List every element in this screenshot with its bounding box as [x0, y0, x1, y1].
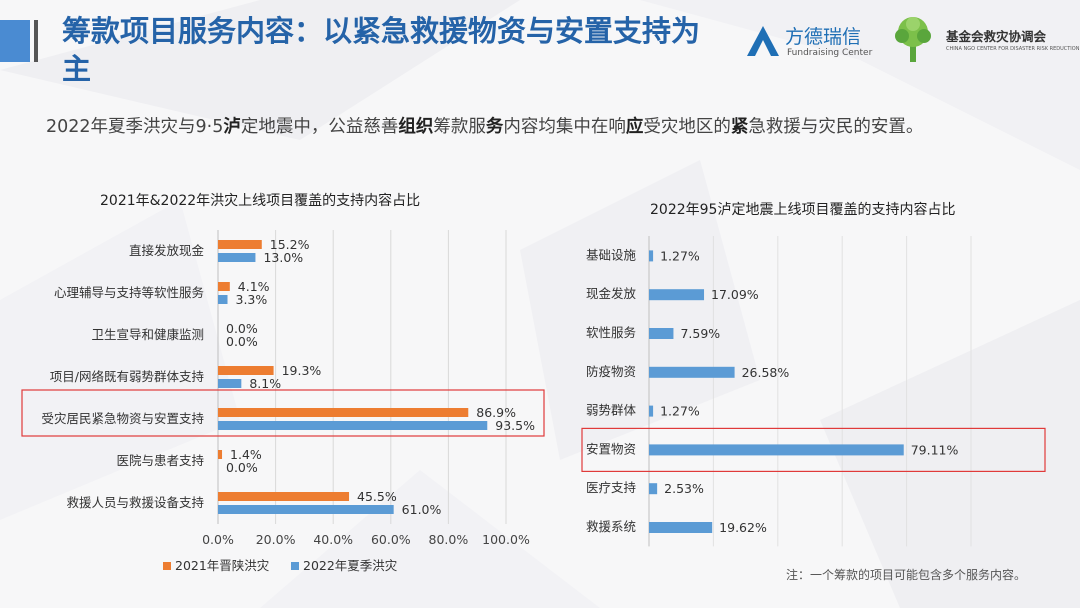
- data-label: 1.27%: [660, 404, 700, 419]
- bar-2022: [218, 379, 242, 388]
- bar: [649, 289, 705, 301]
- x-tick-label: 20.0%: [256, 532, 296, 547]
- data-label: 3.3%: [236, 292, 268, 307]
- footnote: 注：一个筹款的项目可能包含多个服务内容。: [786, 568, 1027, 582]
- category-label: 现金发放: [586, 286, 637, 301]
- bar: [649, 444, 904, 456]
- data-label: 7.59%: [680, 326, 720, 341]
- chart-flood-title: 2021年&2022年洪灾上线项目覆盖的支持内容占比: [100, 193, 421, 209]
- bar: [649, 522, 713, 533]
- category-label: 软性服务: [586, 325, 636, 340]
- chart-flood-plot: 0.0% 20.0% 40.0% 60.0% 80.0% 100.0% 直接发放现金 15.2…: [21, 230, 545, 573]
- cndr-logo-en: CHINA NGO CENTER FOR DISASTER RISK REDUC…: [946, 46, 1080, 52]
- title-accent: [0, 20, 38, 62]
- category-label: 弱势群体: [586, 403, 637, 418]
- data-label: 93.5%: [495, 418, 535, 433]
- fdrc-logo: 方德瑞信 Fundraising Center: [745, 22, 880, 62]
- data-label: 45.5%: [357, 489, 397, 504]
- data-label: 1.4%: [230, 447, 262, 462]
- category-label: 心理辅导与支持等软性服务: [54, 285, 204, 300]
- x-tick-label: 60.0%: [371, 532, 411, 547]
- fdrc-logo-icon: [747, 26, 779, 56]
- bar-2022: [218, 295, 228, 304]
- bar-2021: [218, 450, 223, 459]
- legend-swatch: [291, 562, 299, 570]
- chart-flood: 2021年&2022年洪灾上线项目覆盖的支持内容占比 0.0% 20.0% 40.0…: [0, 180, 560, 580]
- data-label: 61.0%: [402, 502, 442, 517]
- highlight-box: [21, 389, 545, 437]
- data-label: 26.58%: [742, 365, 790, 380]
- data-label: 0.0%: [226, 334, 258, 349]
- chart-quake-plot: 基础设施 1.27% 现金发放 17.09% 软性服务 7.59% 防疫物资 26.58% 弱势…: [581, 236, 1046, 547]
- data-label: 19.62%: [719, 520, 767, 535]
- bar-2022: [218, 421, 488, 430]
- category-label: 医疗支持: [586, 480, 636, 495]
- data-label: 79.11%: [911, 442, 959, 457]
- chart-quake: 2022年95泸定地震上线项目覆盖的支持内容占比 基础设施 1.27% 现金发放 17…: [560, 190, 1080, 550]
- x-tick-label: 0.0%: [202, 532, 234, 547]
- category-label: 卫生宣导和健康监测: [91, 327, 204, 342]
- data-label: 17.09%: [711, 287, 759, 302]
- tree-logo-icon: [895, 17, 931, 62]
- data-label: 4.1%: [238, 279, 270, 294]
- x-tick-label: 40.0%: [313, 532, 353, 547]
- data-label: 86.9%: [476, 405, 516, 420]
- data-label: 0.0%: [226, 321, 258, 336]
- bar-2021: [218, 366, 274, 375]
- category-label: 救援系统: [586, 519, 636, 534]
- bar-2022: [218, 505, 394, 514]
- category-label: 救援人员与救援设备支持: [66, 495, 204, 510]
- data-label: 19.3%: [282, 363, 322, 378]
- category-label: 受灾居民紧急物资与安置支持: [41, 411, 204, 426]
- category-label: 项目/网络既有弱势群体支持: [50, 369, 204, 384]
- bar: [649, 405, 654, 417]
- data-label: 0.0%: [226, 460, 258, 475]
- fdrc-logo-cn: 方德瑞信: [785, 26, 862, 48]
- x-tick-label: 80.0%: [429, 532, 469, 547]
- cndr-logo-cn: 基金会救灾协调会: [946, 29, 1047, 44]
- data-label: 2.53%: [664, 481, 704, 496]
- bar: [649, 250, 654, 262]
- bar-2021: [218, 408, 469, 417]
- bar: [649, 328, 674, 339]
- bar-2021: [218, 240, 262, 249]
- bar: [649, 483, 658, 495]
- bar-2021: [218, 282, 230, 291]
- bar-2021: [218, 492, 350, 501]
- cndr-logo: 基金会救灾协调会 CHINA NGO CENTER FOR DISASTER R…: [888, 14, 1079, 64]
- legend-label: 2022年夏季洪灾: [303, 558, 398, 573]
- legend-swatch: [163, 562, 171, 570]
- bar-2022: [218, 253, 256, 262]
- x-tick-label: 100.0%: [482, 532, 530, 547]
- category-label: 直接发放现金: [129, 243, 205, 258]
- fdrc-logo-en: Fundraising Center: [787, 48, 873, 58]
- data-label: 15.2%: [270, 237, 310, 252]
- data-label: 13.0%: [263, 250, 303, 265]
- data-label: 8.1%: [249, 376, 281, 391]
- category-label: 基础设施: [586, 247, 637, 262]
- category-label: 医院与患者支持: [116, 453, 204, 468]
- category-label: 防疫物资: [586, 364, 636, 379]
- data-label: 1.27%: [660, 248, 700, 263]
- highlight-box: [581, 427, 1046, 472]
- subtitle: 2022年夏季洪灾与9·5泸定地震中，公益慈善组织筹款服务内容均集中在响应受灾地…: [46, 117, 924, 137]
- chart-quake-title: 2022年95泸定地震上线项目覆盖的支持内容占比: [650, 202, 956, 218]
- page-title: 筹款项目服务内容：以紧急救援物资与安置支持为主: [62, 14, 701, 86]
- legend-label: 2021年晋陕洪灾: [175, 558, 270, 573]
- bar: [649, 366, 735, 378]
- category-label: 安置物资: [586, 441, 636, 456]
